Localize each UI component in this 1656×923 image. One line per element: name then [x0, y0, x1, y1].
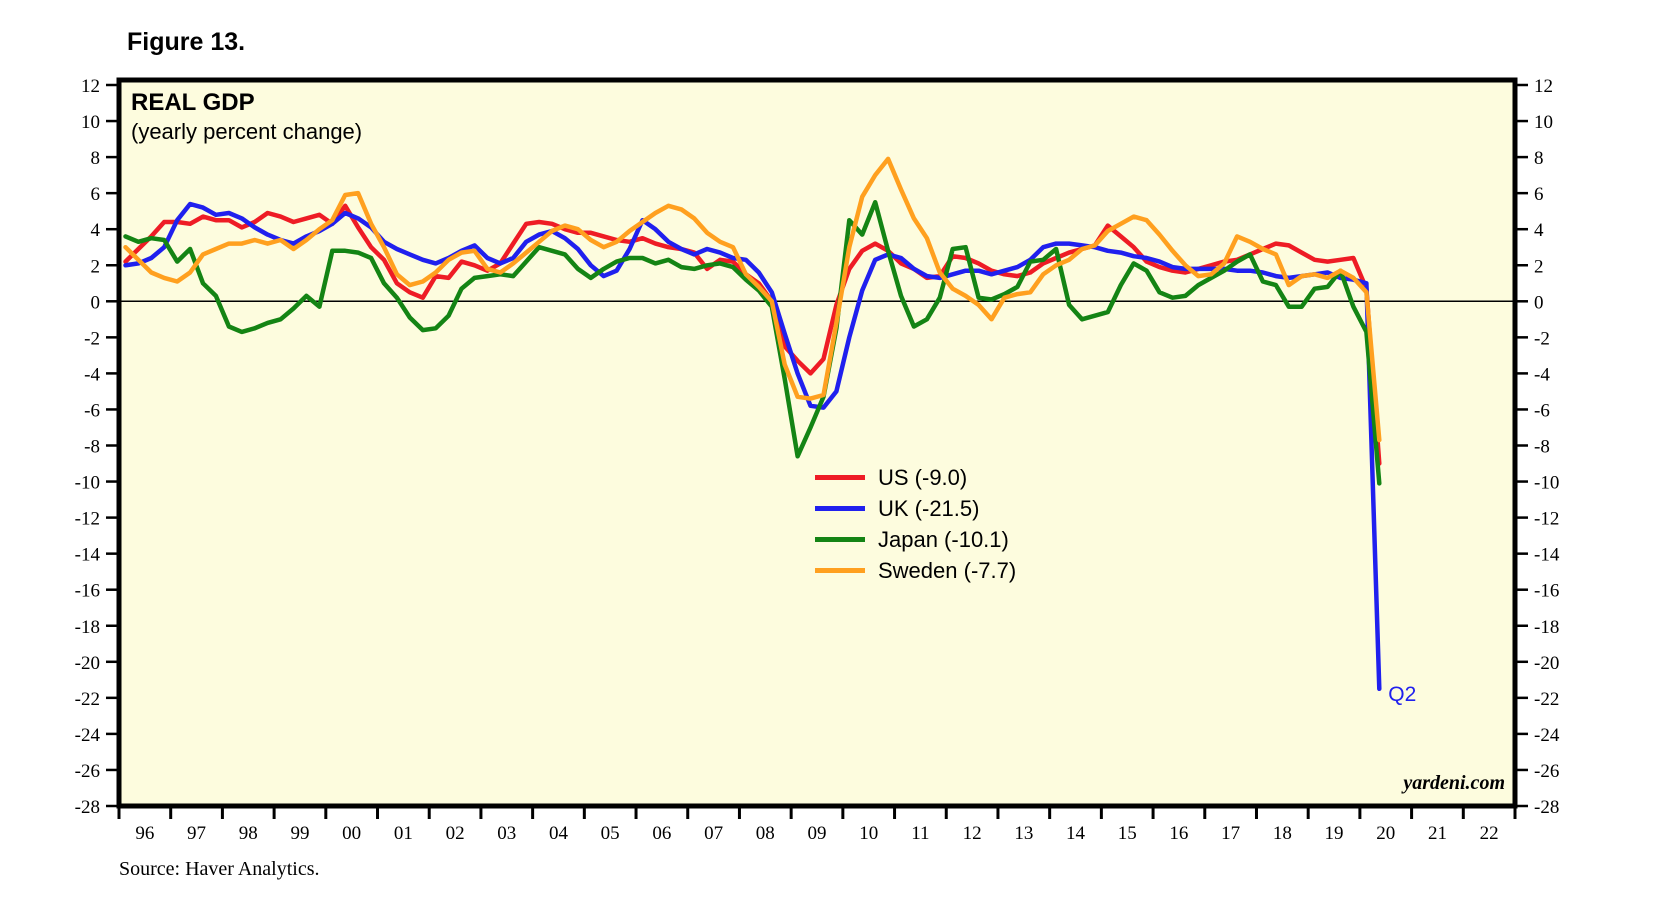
y-tick-label-right: -14: [1534, 545, 1560, 566]
y-tick-label-left: -14: [75, 545, 101, 566]
y-tick-label-left: 2: [91, 256, 101, 277]
legend-swatch-sweden: [815, 568, 865, 573]
x-tick-label: 10: [859, 823, 878, 844]
y-tick-label-left: 8: [91, 148, 101, 169]
chart-legend: US (-9.0) UK (-21.5) Japan (-10.1) Sweden (…: [815, 462, 1016, 586]
x-tick-label: 06: [652, 823, 671, 844]
y-tick-label-left: -24: [75, 725, 101, 746]
x-tick-label: 12: [963, 823, 982, 844]
x-tick-label: 21: [1428, 823, 1447, 844]
chart-subtitle: (yearly percent change): [131, 119, 362, 144]
series-line-uk: [123, 201, 1382, 692]
annotation-q2: Q2: [1388, 683, 1416, 706]
y-tick-label-right: 12: [1534, 76, 1553, 97]
y-tick-label-left: 10: [81, 112, 100, 133]
x-tick-label: 00: [342, 823, 361, 844]
x-tick-label: 22: [1480, 823, 1499, 844]
y-tick-label-left: -4: [84, 364, 100, 385]
y-tick-label-left: 12: [81, 76, 100, 97]
y-tick-label-right: -6: [1534, 400, 1550, 421]
source-note: Source: Haver Analytics.: [119, 858, 320, 880]
chart-title: REAL GDP: [131, 89, 255, 116]
legend-swatch-us: [815, 475, 865, 480]
y-tick-label-left: -6: [84, 400, 100, 421]
x-tick-label: 16: [1169, 823, 1188, 844]
y-tick-label-left: 6: [91, 184, 101, 205]
y-tick-label-right: 4: [1534, 220, 1544, 241]
legend-label-sweden: Sweden (-7.7): [878, 557, 1017, 583]
x-tick-label: 19: [1325, 823, 1344, 844]
y-tick-label-left: -10: [75, 473, 100, 494]
y-tick-label-right: -20: [1534, 653, 1559, 674]
y-tick-label-right: 2: [1534, 256, 1544, 277]
x-tick-label: 02: [446, 823, 465, 844]
x-tick-label: 08: [756, 823, 775, 844]
legend-label-uk: UK (-21.5): [878, 495, 980, 521]
y-tick-label-right: -18: [1534, 617, 1559, 638]
y-tick-label-left: -20: [75, 653, 100, 674]
x-tick-label: 07: [704, 823, 723, 844]
legend-row-sweden: Sweden (-7.7): [815, 555, 1016, 586]
y-tick-label-right: 0: [1534, 292, 1544, 313]
series-line-japan: [123, 199, 1382, 486]
x-tick-label: 98: [239, 823, 258, 844]
legend-row-uk: UK (-21.5): [815, 493, 1016, 524]
y-tick-label-right: -28: [1534, 797, 1559, 818]
y-tick-label-left: -16: [75, 581, 100, 602]
x-tick-label: 99: [290, 823, 309, 844]
x-tick-label: 14: [1066, 823, 1086, 844]
x-tick-label: 03: [497, 823, 516, 844]
x-tick-label: 05: [601, 823, 620, 844]
y-tick-label-left: -26: [75, 761, 100, 782]
x-tick-label: 17: [1221, 823, 1240, 844]
y-tick-label-left: -28: [75, 797, 100, 818]
figure-number-label: Figure 13.: [127, 28, 246, 56]
plot-frame: [116, 77, 1518, 809]
y-tick-label-left: -2: [84, 328, 100, 349]
x-tick-label: 01: [394, 823, 413, 844]
x-tick-label: 18: [1273, 823, 1292, 844]
y-tick-label-left: -18: [75, 617, 100, 638]
series-line-sweden: [123, 156, 1382, 443]
x-tick-label: 97: [187, 823, 206, 844]
y-tick-label-right: -10: [1534, 473, 1559, 494]
y-tick-label-left: 0: [91, 292, 101, 313]
y-tick-label-right: -4: [1534, 364, 1550, 385]
legend-swatch-uk: [815, 506, 865, 511]
y-tick-label-right: -8: [1534, 437, 1550, 458]
y-tick-label-left: -12: [75, 509, 100, 530]
x-tick-label: 11: [911, 823, 929, 844]
y-tick-label-right: -16: [1534, 581, 1559, 602]
legend-swatch-japan: [815, 537, 865, 542]
x-tick-label: 09: [808, 823, 827, 844]
x-tick-label: 13: [1014, 823, 1033, 844]
y-tick-label-right: 6: [1534, 184, 1544, 205]
legend-row-us: US (-9.0): [815, 462, 1016, 493]
x-tick-label: 04: [549, 823, 569, 844]
y-tick-label-right: -12: [1534, 509, 1559, 530]
y-tick-label-right: -22: [1534, 689, 1559, 710]
x-tick-label: 96: [135, 823, 154, 844]
legend-label-us: US (-9.0): [878, 464, 968, 490]
legend-label-japan: Japan (-10.1): [878, 526, 1009, 552]
watermark-yardeni: yardeni.com: [1401, 772, 1505, 794]
x-tick-label: 20: [1376, 823, 1395, 844]
plot-background: [119, 80, 1515, 806]
y-tick-label-right: -2: [1534, 328, 1550, 349]
x-tick-label: 15: [1118, 823, 1137, 844]
y-tick-label-right: -26: [1534, 761, 1559, 782]
legend-row-japan: Japan (-10.1): [815, 524, 1016, 555]
y-tick-label-left: -8: [84, 437, 100, 458]
y-tick-label-left: 4: [91, 220, 101, 241]
y-tick-label-right: 8: [1534, 148, 1544, 169]
y-tick-label-right: -24: [1534, 725, 1560, 746]
y-tick-label-right: 10: [1534, 112, 1553, 133]
y-tick-label-left: -22: [75, 689, 100, 710]
